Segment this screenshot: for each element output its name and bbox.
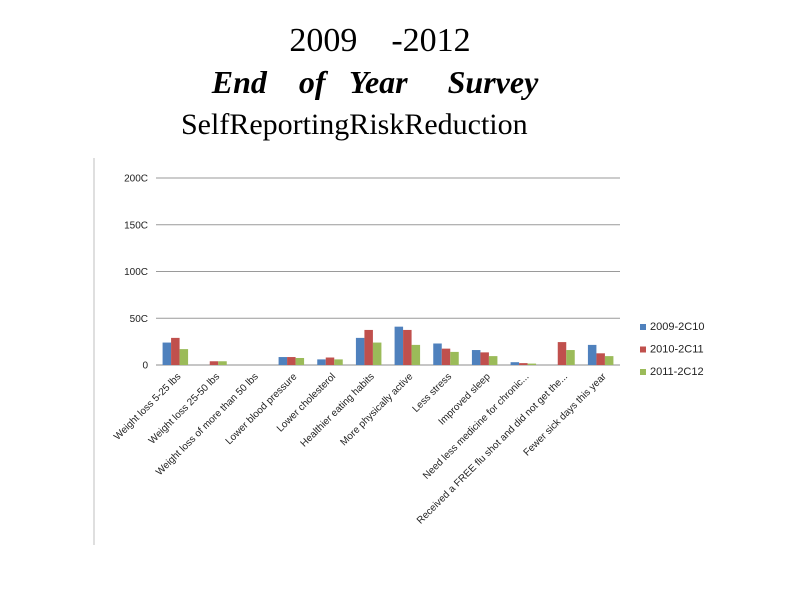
y-tick-label: 0 bbox=[142, 361, 148, 372]
bar bbox=[471, 350, 481, 365]
bar bbox=[364, 329, 373, 365]
bar bbox=[334, 359, 343, 365]
y-tick-label: 100C bbox=[124, 267, 148, 278]
x-tick-label: Lower blood pressure bbox=[224, 371, 300, 447]
legend-label: 2011-2C12 bbox=[650, 366, 704, 378]
bar bbox=[403, 329, 412, 365]
bar bbox=[317, 359, 326, 365]
x-tick-label: Weight loss 5-25 lbs bbox=[112, 371, 183, 442]
bar bbox=[209, 361, 219, 365]
bar bbox=[433, 343, 442, 365]
bar bbox=[450, 351, 459, 365]
bar bbox=[179, 349, 189, 365]
bar bbox=[480, 352, 489, 365]
bar bbox=[488, 356, 498, 365]
legend-label: 2009-2C10 bbox=[650, 321, 704, 333]
bar bbox=[287, 357, 296, 365]
bar bbox=[596, 353, 605, 365]
x-tick-label: More physically active bbox=[339, 371, 416, 448]
title-subtitle: SelfReportingRiskReduction bbox=[181, 108, 528, 141]
bar bbox=[372, 342, 382, 365]
x-tick-label: Weight loss 25-50 lbs bbox=[147, 371, 222, 446]
bar bbox=[557, 342, 567, 365]
bar bbox=[527, 363, 537, 365]
bar bbox=[587, 344, 597, 365]
bar bbox=[355, 337, 365, 365]
title-survey: End of Year Survey bbox=[211, 64, 539, 100]
bar bbox=[519, 363, 528, 365]
legend-swatch bbox=[640, 369, 646, 375]
bar bbox=[162, 342, 172, 365]
bar bbox=[604, 356, 614, 365]
x-tick-label: Healthier eating habits bbox=[299, 371, 377, 449]
bar bbox=[441, 348, 451, 365]
x-tick-label: Fewer sick days this year bbox=[522, 371, 610, 459]
bar bbox=[566, 350, 575, 365]
y-tick-label: 50C bbox=[130, 314, 148, 325]
bar bbox=[295, 357, 305, 365]
legend-swatch bbox=[640, 346, 646, 353]
bar bbox=[278, 357, 288, 365]
legend-label: 2010-2C11 bbox=[650, 344, 704, 356]
y-tick-label: 150C bbox=[124, 220, 148, 231]
bar bbox=[218, 361, 227, 365]
bar bbox=[325, 357, 335, 365]
bar bbox=[411, 344, 421, 365]
bar bbox=[171, 337, 180, 365]
y-tick-label: 200C bbox=[124, 174, 148, 185]
legend-swatch bbox=[640, 324, 646, 330]
bar bbox=[510, 362, 520, 365]
bar bbox=[394, 326, 404, 365]
title-years: 2009 -2012 bbox=[289, 22, 471, 59]
